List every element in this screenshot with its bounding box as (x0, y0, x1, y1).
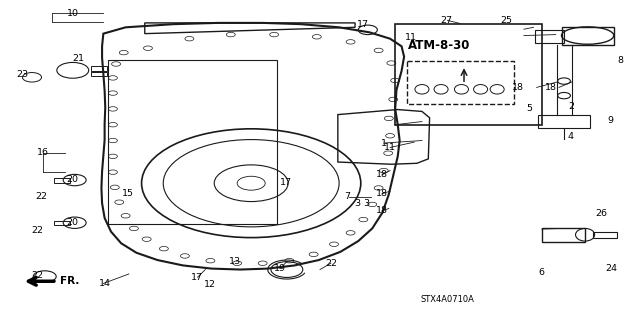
Text: 22: 22 (36, 192, 47, 201)
Text: 18: 18 (376, 206, 388, 215)
Text: 9: 9 (607, 116, 613, 125)
Text: 23: 23 (17, 70, 28, 78)
Text: 18: 18 (376, 170, 388, 179)
Bar (541, 228, 585, 242)
Text: 7: 7 (344, 192, 351, 201)
Text: 17: 17 (280, 178, 292, 187)
Text: STX4A0710A: STX4A0710A (420, 295, 474, 304)
Text: ATM-8-30: ATM-8-30 (408, 39, 470, 52)
Text: 18: 18 (376, 189, 388, 198)
Text: 22: 22 (32, 226, 44, 235)
Bar (562, 27, 614, 45)
Bar (91, 66, 106, 71)
Bar (54, 220, 70, 225)
Text: 21: 21 (72, 54, 84, 63)
Text: 17: 17 (191, 273, 203, 282)
Text: 10: 10 (67, 9, 79, 18)
Text: 18: 18 (545, 83, 557, 92)
Bar (538, 115, 590, 128)
Text: 15: 15 (122, 189, 134, 198)
Bar (91, 71, 106, 76)
Text: 8: 8 (618, 56, 624, 65)
Text: 19: 19 (274, 264, 286, 273)
Text: 17: 17 (356, 20, 369, 29)
Text: 18: 18 (511, 83, 524, 92)
Bar (406, 61, 514, 105)
Bar (108, 60, 277, 224)
Text: 11: 11 (404, 33, 417, 42)
Text: 2: 2 (569, 102, 575, 111)
Bar (593, 232, 617, 238)
Bar (54, 178, 70, 182)
Text: 3: 3 (354, 199, 360, 208)
Bar (395, 24, 541, 125)
Text: 12: 12 (204, 280, 216, 289)
Text: 14: 14 (99, 279, 111, 288)
Text: 13: 13 (229, 257, 241, 266)
Text: 6: 6 (538, 268, 544, 277)
Bar (536, 31, 564, 43)
Text: 22: 22 (32, 271, 44, 280)
Text: 3: 3 (364, 199, 369, 208)
Text: 24: 24 (605, 264, 617, 273)
Text: 16: 16 (37, 148, 49, 157)
Text: 4: 4 (568, 132, 573, 141)
Text: 27: 27 (440, 16, 452, 25)
Text: 1: 1 (381, 138, 387, 148)
Text: 11: 11 (384, 143, 396, 152)
Text: 20: 20 (67, 218, 79, 226)
Text: FR.: FR. (60, 276, 79, 286)
Text: 20: 20 (67, 174, 79, 184)
Text: 22: 22 (325, 259, 337, 268)
Text: 5: 5 (526, 104, 532, 113)
Text: 25: 25 (500, 17, 512, 26)
Text: 26: 26 (596, 209, 607, 219)
